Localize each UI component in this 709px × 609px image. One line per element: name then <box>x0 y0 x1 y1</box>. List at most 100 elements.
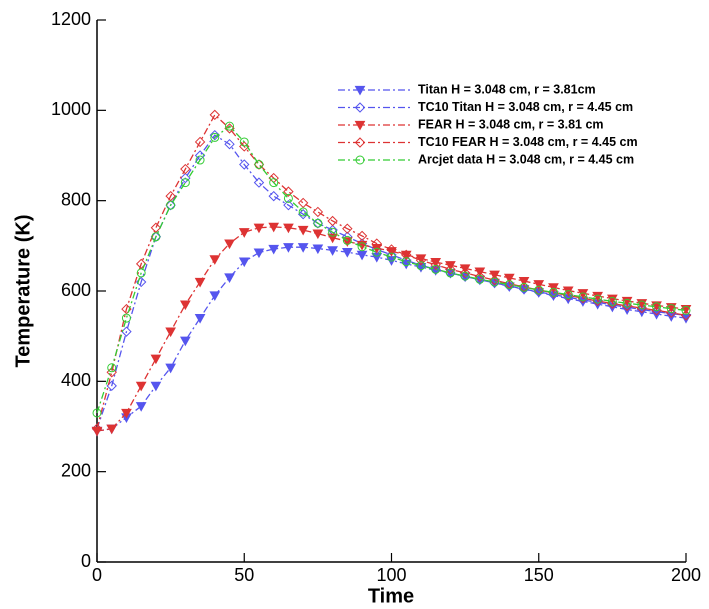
marker <box>355 155 365 165</box>
marker <box>210 132 220 142</box>
legend-entry: TC10 FEAR H = 3.048 cm, r = 4.45 cm <box>338 135 638 149</box>
marker <box>651 305 662 316</box>
y-tick-label: 0 <box>81 551 91 571</box>
marker <box>283 243 294 253</box>
y-tick-label: 800 <box>61 189 91 209</box>
marker <box>652 302 662 312</box>
marker <box>533 280 545 290</box>
x-axis-title: Time <box>368 585 414 607</box>
marker <box>401 249 412 261</box>
marker <box>622 298 632 308</box>
marker <box>533 286 544 298</box>
series-line <box>96 226 687 432</box>
marker <box>165 327 176 338</box>
marker <box>106 424 118 435</box>
marker <box>180 163 191 175</box>
marker <box>180 172 191 184</box>
legend-label: TC10 FEAR H = 3.048 cm, r = 4.45 cm <box>418 135 638 149</box>
marker <box>194 277 206 288</box>
y-axis-title: Temperature (K) <box>12 215 34 368</box>
legend-label: Arcjet data H = 3.048 cm, r = 4.45 cm <box>418 152 634 166</box>
marker <box>195 155 205 165</box>
marker <box>312 206 324 218</box>
marker <box>298 207 308 217</box>
marker <box>354 102 366 113</box>
marker <box>283 193 293 203</box>
marker <box>283 199 294 211</box>
marker <box>593 294 603 304</box>
marker <box>313 218 323 228</box>
marker <box>474 271 486 282</box>
marker <box>209 255 221 265</box>
marker <box>180 300 191 311</box>
marker <box>681 305 691 315</box>
marker <box>341 248 353 258</box>
marker <box>225 121 235 131</box>
marker <box>327 215 338 227</box>
marker <box>253 223 265 234</box>
marker <box>209 129 221 141</box>
marker <box>107 363 117 373</box>
legend-label: TC10 Titan H = 3.048 cm, r = 4.45 cm <box>418 100 633 114</box>
marker <box>416 261 426 271</box>
marker <box>166 200 176 210</box>
marker <box>135 258 147 270</box>
marker <box>150 354 162 365</box>
marker <box>445 264 456 275</box>
marker <box>563 290 573 300</box>
marker <box>637 300 647 310</box>
marker <box>150 381 162 392</box>
series-line <box>96 125 687 414</box>
marker <box>401 257 411 267</box>
marker <box>533 284 544 296</box>
marker <box>297 243 309 253</box>
marker <box>562 292 574 303</box>
marker <box>354 85 366 96</box>
marker <box>415 255 427 266</box>
marker <box>504 280 514 290</box>
legend-entry: Arcjet data H = 3.048 cm, r = 4.45 cm <box>338 152 634 166</box>
marker <box>490 277 500 287</box>
marker <box>283 186 294 197</box>
marker <box>342 223 353 234</box>
marker <box>253 177 265 188</box>
marker <box>518 276 530 287</box>
marker <box>356 250 368 261</box>
marker <box>283 223 294 234</box>
marker <box>666 304 676 314</box>
marker <box>445 268 455 278</box>
marker <box>209 109 221 121</box>
marker <box>592 297 603 308</box>
legend-entry: FEAR H = 3.048 cm, r = 3.81 cm <box>338 117 604 131</box>
legend-entry: TC10 Titan H = 3.048 cm, r = 4.45 cm <box>338 100 633 114</box>
marker <box>91 423 103 434</box>
marker <box>165 190 176 202</box>
marker <box>136 268 146 278</box>
marker <box>194 136 206 148</box>
marker <box>354 137 366 148</box>
marker <box>356 230 368 242</box>
series-line <box>96 113 687 429</box>
marker <box>592 295 603 307</box>
marker <box>121 408 132 419</box>
marker <box>92 408 102 418</box>
marker <box>180 178 190 188</box>
marker <box>342 235 352 245</box>
marker <box>268 244 280 255</box>
marker <box>621 300 633 312</box>
marker <box>312 229 324 240</box>
marker <box>297 225 309 236</box>
x-tick-label: 0 <box>92 565 102 585</box>
marker <box>194 314 206 324</box>
marker <box>327 246 338 256</box>
marker <box>239 159 250 170</box>
marker <box>386 249 397 261</box>
marker <box>680 310 692 321</box>
marker <box>607 298 618 309</box>
marker <box>150 222 162 233</box>
marker <box>224 273 235 283</box>
marker <box>239 137 249 147</box>
marker <box>165 363 176 374</box>
marker <box>121 313 131 323</box>
marker <box>224 123 235 134</box>
